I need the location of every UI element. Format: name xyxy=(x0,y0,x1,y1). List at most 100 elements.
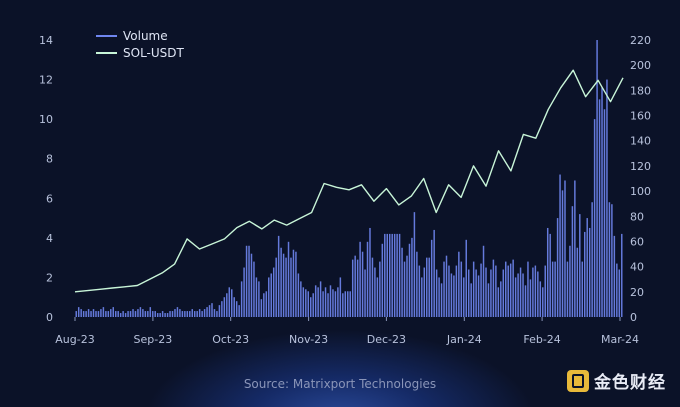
volume-bar xyxy=(268,277,270,317)
volume-bar xyxy=(201,311,203,317)
volume-bar xyxy=(265,291,268,317)
volume-bar xyxy=(127,311,129,317)
volume-bar xyxy=(314,285,317,317)
volume-bar xyxy=(443,261,445,317)
volume-bar xyxy=(559,174,561,317)
volume-bar xyxy=(114,311,117,317)
volume-bar xyxy=(418,265,421,317)
volume-bar xyxy=(280,247,282,317)
volume-bar xyxy=(347,291,349,317)
volume-bar xyxy=(433,229,435,317)
volume-bar xyxy=(374,267,376,317)
volume-bar xyxy=(285,257,287,317)
volume-bar xyxy=(359,241,361,317)
volume-bar xyxy=(221,301,223,317)
volume-bar xyxy=(621,233,623,317)
volume-bar xyxy=(566,261,569,317)
x-axis-tick-label: Mar-24 xyxy=(601,333,639,346)
volume-bar xyxy=(549,233,551,317)
volume-bar xyxy=(467,269,470,317)
x-axis-tick-label: Dec-23 xyxy=(367,333,406,346)
volume-bar xyxy=(534,265,537,317)
volume-bar xyxy=(613,235,616,317)
volume-bar xyxy=(171,311,174,317)
volume-bar xyxy=(82,311,85,317)
volume-bar xyxy=(354,255,356,317)
volume-bar xyxy=(453,275,455,317)
right-axis-tick-label: 0 xyxy=(630,311,637,324)
volume-bar xyxy=(272,267,275,317)
volume-bar xyxy=(465,239,467,317)
volume-bar xyxy=(282,253,285,317)
volume-bar xyxy=(480,263,482,317)
volume-bar xyxy=(586,218,588,317)
volume-bar xyxy=(497,287,500,317)
volume-bar xyxy=(90,311,92,317)
volume-bar xyxy=(253,261,255,317)
right-axis-tick-label: 160 xyxy=(630,110,651,123)
left-axis-tick-label: 10 xyxy=(39,113,53,126)
volume-bar xyxy=(107,311,110,317)
volume-bar xyxy=(206,307,208,317)
right-axis-tick-label: 120 xyxy=(630,160,651,173)
volume-bar xyxy=(369,227,371,317)
volume-bar xyxy=(166,313,169,317)
volume-bar xyxy=(470,283,472,317)
volume-bar xyxy=(122,311,124,317)
logo-text: 金色财经 xyxy=(594,373,666,393)
right-axis-tick-label: 40 xyxy=(630,261,644,274)
legend: Volume SOL-USDT xyxy=(96,29,185,60)
volume-bar xyxy=(532,267,534,317)
volume-bar xyxy=(85,311,87,317)
left-axis-tick-label: 0 xyxy=(46,311,53,324)
volume-bar xyxy=(611,204,613,317)
volume-bar xyxy=(80,309,82,317)
volume-bar xyxy=(305,289,307,317)
volume-bar xyxy=(119,313,122,317)
volume-bar xyxy=(152,311,154,317)
volume-bar xyxy=(351,259,354,317)
right-axis-tick-label: 100 xyxy=(630,185,651,198)
volume-bar xyxy=(393,233,396,317)
volume-bar xyxy=(517,273,519,317)
x-axis-tick-label: Sep-23 xyxy=(134,333,173,346)
volume-bar xyxy=(179,309,181,317)
volume-bar xyxy=(310,297,312,317)
volume-bar xyxy=(312,293,314,317)
volume-bar xyxy=(576,247,579,317)
volume-bar xyxy=(295,251,297,317)
right-axis-tick-label: 80 xyxy=(630,210,644,223)
volume-bar xyxy=(102,307,105,317)
volume-bar xyxy=(490,269,492,317)
volume-bar xyxy=(421,277,423,317)
volume-bar xyxy=(403,261,406,317)
volume-bar xyxy=(561,190,564,317)
volume-bar xyxy=(381,243,384,317)
left-axis-tick-label: 8 xyxy=(46,153,53,166)
volume-bar xyxy=(366,241,369,317)
volume-bar xyxy=(606,79,608,317)
volume-bar xyxy=(596,40,598,317)
x-axis-tick-label: Aug-23 xyxy=(55,333,94,346)
right-axis-tick-label: 200 xyxy=(630,59,651,72)
right-axis-tick-label: 140 xyxy=(630,135,651,148)
volume-bar xyxy=(411,237,413,317)
volume-bar xyxy=(472,261,475,317)
volume-bar xyxy=(416,251,418,317)
volume-bar xyxy=(519,267,522,317)
volume-bar xyxy=(364,269,366,317)
volume-bar xyxy=(514,277,517,317)
volume-bar xyxy=(260,299,263,317)
volume-bar xyxy=(75,311,77,317)
left-axis-tick-label: 12 xyxy=(39,74,53,87)
volume-bar xyxy=(445,255,448,317)
volume-bar xyxy=(438,277,440,317)
volume-bar xyxy=(603,109,606,317)
brand-logo: 金色财经 xyxy=(567,368,666,393)
volume-bar xyxy=(475,269,477,317)
volume-bar xyxy=(142,309,144,317)
volume-bar xyxy=(616,263,618,317)
volume-bar xyxy=(211,303,213,317)
volume-bar xyxy=(213,309,216,317)
